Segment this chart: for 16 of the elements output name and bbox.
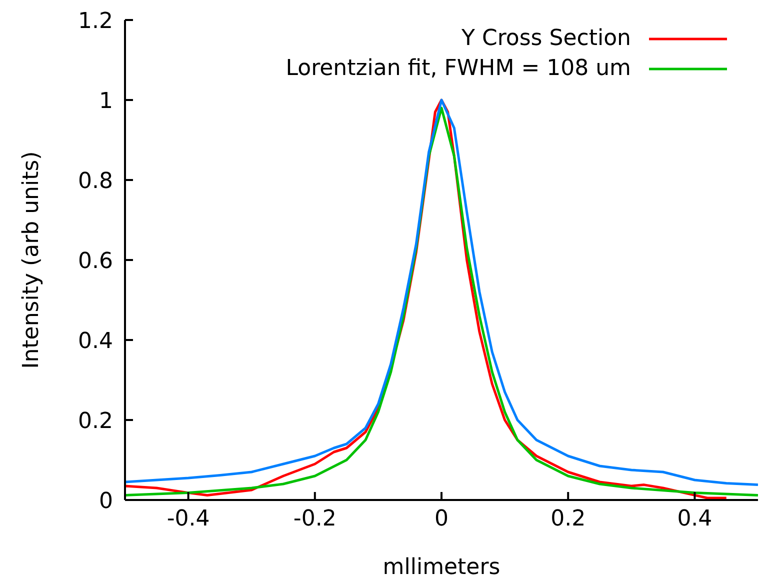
y-tick-label: 0.8 (78, 168, 113, 194)
x-tick-label: 0 (434, 506, 448, 532)
y-tick-label: 1 (99, 88, 113, 114)
y-tick-label: 0.6 (78, 248, 113, 274)
y-tick-label: 0.2 (78, 408, 113, 434)
x-axis-title: mllimeters (382, 555, 500, 580)
x-tick-label: -0.4 (166, 506, 210, 532)
x-tick-label: -0.2 (293, 506, 336, 532)
y-tick-label: 1.2 (78, 8, 113, 34)
y-axis-title: Intensity (arb units) (18, 151, 44, 369)
legend-label: Lorentzian fit, FWHM = 108 um (286, 55, 631, 83)
x-tick-label: 0.4 (677, 506, 712, 532)
y-tick-label: 0.4 (78, 328, 113, 354)
x-tick-label: 0.2 (550, 506, 586, 532)
legend-label: Y Cross Section (462, 25, 631, 53)
y-tick-label: 0 (99, 488, 113, 514)
